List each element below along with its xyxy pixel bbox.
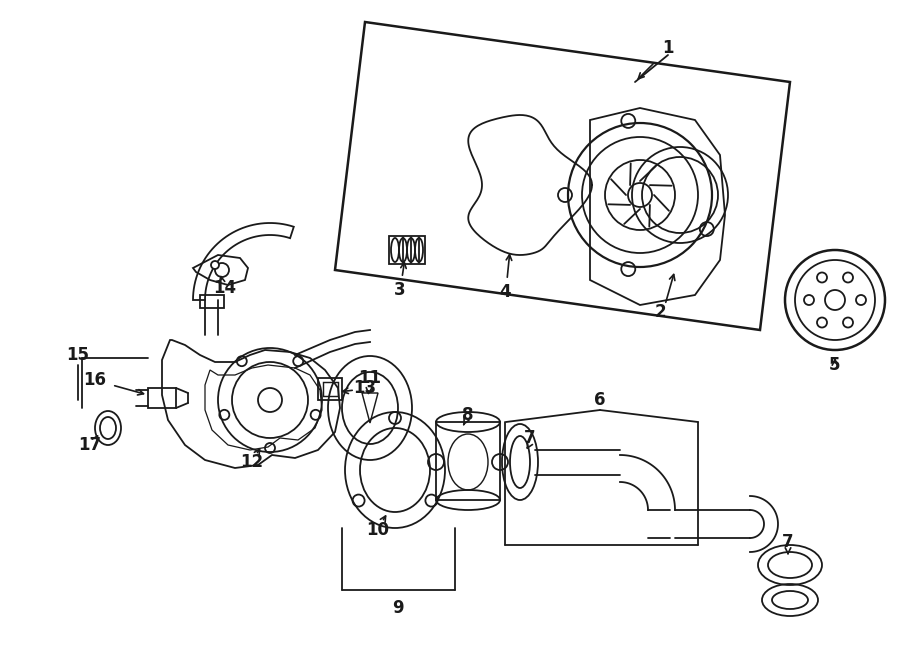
Circle shape bbox=[211, 261, 219, 269]
Text: 3: 3 bbox=[394, 281, 406, 299]
Text: 10: 10 bbox=[366, 521, 390, 539]
Text: 11: 11 bbox=[358, 369, 382, 387]
Text: 17: 17 bbox=[78, 436, 102, 454]
Text: 2: 2 bbox=[654, 303, 666, 321]
Text: 7: 7 bbox=[524, 429, 536, 447]
Text: 13: 13 bbox=[354, 379, 376, 397]
Text: 12: 12 bbox=[240, 453, 264, 471]
Text: 7: 7 bbox=[782, 533, 794, 551]
Text: 1: 1 bbox=[662, 39, 674, 57]
Text: 5: 5 bbox=[829, 356, 841, 374]
Text: 9: 9 bbox=[392, 599, 404, 617]
Text: 16: 16 bbox=[84, 371, 106, 389]
Circle shape bbox=[843, 272, 853, 282]
Polygon shape bbox=[193, 223, 293, 300]
Circle shape bbox=[817, 272, 827, 282]
Circle shape bbox=[856, 295, 866, 305]
Text: 14: 14 bbox=[213, 279, 237, 297]
Text: 4: 4 bbox=[500, 283, 511, 301]
Text: 15: 15 bbox=[67, 346, 89, 364]
Circle shape bbox=[817, 317, 827, 327]
Text: 6: 6 bbox=[594, 391, 606, 409]
Circle shape bbox=[843, 317, 853, 327]
Circle shape bbox=[804, 295, 814, 305]
Text: 8: 8 bbox=[463, 406, 473, 424]
